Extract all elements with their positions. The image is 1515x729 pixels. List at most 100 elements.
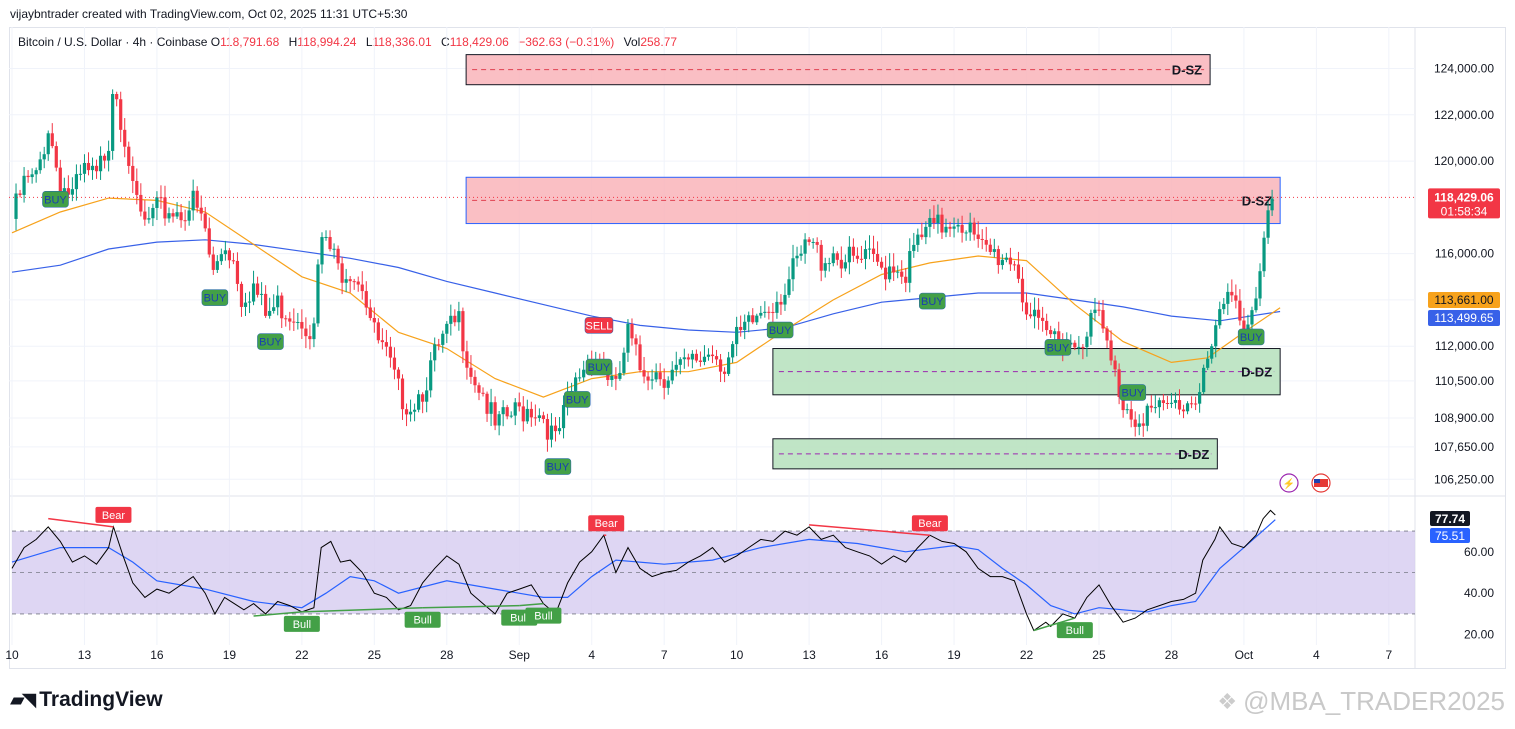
bull-divergence-line xyxy=(1033,617,1076,632)
candle-body xyxy=(694,353,698,361)
candle-body xyxy=(115,94,119,100)
candle-body xyxy=(879,261,884,268)
signal-label: BUY xyxy=(259,337,282,349)
candle-body xyxy=(1097,309,1101,311)
candle-body xyxy=(473,376,477,386)
signal-label: BUY xyxy=(44,194,67,206)
candle-body xyxy=(678,359,682,365)
candle-body xyxy=(107,150,111,161)
signal-label: BUY xyxy=(547,462,570,474)
watermark: ❖ @MBA_TRADER2025 xyxy=(1217,686,1505,717)
candle-body xyxy=(147,218,151,220)
candle-body xyxy=(823,263,827,271)
candle-body xyxy=(159,197,163,199)
time-tick-label: 16 xyxy=(150,648,164,662)
candle-body xyxy=(634,338,638,345)
candle-body xyxy=(179,212,183,221)
candle-body xyxy=(308,336,312,340)
candle-body xyxy=(650,379,654,381)
time-tick-label: 22 xyxy=(1020,648,1034,662)
candle-body xyxy=(284,318,288,320)
volume-label: Vol xyxy=(623,35,641,49)
price-tick-label: 110,500.00 xyxy=(1435,374,1494,388)
candle-body xyxy=(219,254,223,262)
candle-body xyxy=(276,295,280,308)
candle-body xyxy=(191,190,195,211)
candle-body xyxy=(485,393,489,414)
candle-body xyxy=(1206,358,1210,368)
candle-body xyxy=(441,333,445,345)
candle-body xyxy=(755,315,759,323)
candle-body xyxy=(690,353,694,360)
candle-body xyxy=(437,344,441,346)
us-flag-canton xyxy=(1314,479,1320,483)
candle-body xyxy=(408,411,413,415)
candle-body xyxy=(493,402,497,426)
candle-body xyxy=(30,174,34,178)
candle-body xyxy=(871,248,876,255)
buy-signal xyxy=(42,191,69,208)
rsi-ma-value-tag xyxy=(1430,528,1470,543)
candle-body xyxy=(1234,295,1238,301)
candle-body xyxy=(14,193,18,219)
candle-body xyxy=(1230,291,1234,296)
candle-body xyxy=(1093,309,1097,314)
candle-body xyxy=(251,283,256,302)
candle-body xyxy=(944,226,948,233)
candle-body xyxy=(706,354,711,357)
open-value: 118,791.68 xyxy=(220,35,280,49)
divergence-label: Bull xyxy=(510,613,528,625)
candle-body xyxy=(477,385,481,393)
candle-body xyxy=(1169,402,1174,404)
candle-body xyxy=(722,371,727,374)
candle-body xyxy=(360,284,364,292)
candle-body xyxy=(948,226,952,229)
candle-body xyxy=(175,212,179,217)
candle-body xyxy=(316,264,320,324)
candle-body xyxy=(78,173,83,175)
candle-body xyxy=(1077,346,1081,348)
candle-body xyxy=(255,283,260,295)
price-tick-label: 106,250.00 xyxy=(1434,472,1494,486)
candle-body xyxy=(835,253,839,260)
candle-body xyxy=(231,260,236,262)
bull-divergence-line xyxy=(301,606,423,613)
candle-body xyxy=(1057,331,1061,342)
buy-signal xyxy=(563,391,591,408)
candle-body xyxy=(215,261,219,270)
candle-body xyxy=(1036,309,1041,318)
candle-body xyxy=(541,415,546,420)
candle-body xyxy=(807,239,811,242)
bear-divergence-line xyxy=(809,524,930,536)
candle-body xyxy=(143,211,147,220)
candle-body xyxy=(686,357,690,360)
buy-signal xyxy=(201,289,229,306)
candle-body xyxy=(151,207,155,219)
candle-body xyxy=(272,307,276,311)
time-tick-label: 10 xyxy=(5,648,19,662)
candle-body xyxy=(646,376,650,381)
lightning-icon xyxy=(1279,473,1299,493)
close-value: 118,429.06 xyxy=(449,35,509,49)
candle-body xyxy=(167,213,171,219)
candle-body xyxy=(638,344,642,371)
candle-body xyxy=(642,370,646,377)
candle-body xyxy=(1218,309,1222,326)
candle-body xyxy=(135,180,139,195)
tradingview-logo[interactable]: ▰◥ TradingView xyxy=(10,688,163,712)
candle-body xyxy=(380,340,384,343)
candle-body xyxy=(429,360,433,391)
candle-body xyxy=(553,425,558,432)
ema-slow-tag xyxy=(1428,310,1500,326)
symbol-name[interactable]: Bitcoin / U.S. Dollar · 4h · Coinbase xyxy=(18,35,208,49)
signal-label: BUY xyxy=(769,325,792,337)
candle-body xyxy=(163,197,167,219)
time-tick-label: 4 xyxy=(1313,648,1320,662)
candle-body xyxy=(34,170,38,175)
candle-body xyxy=(751,315,755,323)
candle-body xyxy=(497,414,501,426)
candle-body xyxy=(859,258,864,260)
candle-body xyxy=(1202,367,1206,393)
signal-label: BUY xyxy=(1047,342,1070,354)
